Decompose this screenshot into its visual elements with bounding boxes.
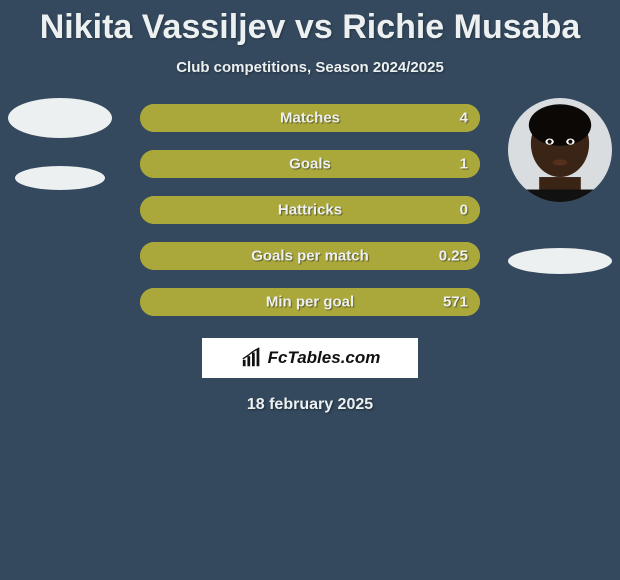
- player1-name: Nikita Vassiljev: [40, 8, 286, 46]
- publish-date: 18 february 2025: [0, 396, 620, 414]
- brand-chart-icon: [240, 347, 264, 369]
- stat-bar: Matches 4: [140, 104, 480, 132]
- stat-label: Matches: [280, 110, 340, 127]
- player2-name: Richie Musaba: [342, 8, 580, 46]
- left-player-column: [0, 98, 120, 190]
- stat-label: Goals per match: [251, 248, 369, 265]
- comparison-title: Nikita Vassiljev vs Richie Musaba: [0, 0, 620, 47]
- subtitle: Club competitions, Season 2024/2025: [0, 59, 620, 76]
- stat-bar: Goals 1: [140, 150, 480, 178]
- stat-label: Min per goal: [266, 294, 354, 311]
- stat-label: Goals: [289, 156, 331, 173]
- left-player-avatar-placeholder: [8, 98, 112, 138]
- stat-value: 571: [443, 294, 468, 311]
- right-player-column: [500, 98, 620, 274]
- brand-text: FcTables.com: [268, 348, 381, 368]
- comparison-area: Matches 4 Goals 1 Hattricks 0 Goals per …: [0, 104, 620, 316]
- right-player-avatar: [508, 98, 612, 202]
- avatar-face-icon: [508, 98, 612, 202]
- stat-value: 4: [460, 110, 468, 127]
- stat-value: 1: [460, 156, 468, 173]
- stat-value: 0: [460, 202, 468, 219]
- brand-badge[interactable]: FcTables.com: [202, 338, 418, 378]
- stat-bar: Min per goal 571: [140, 288, 480, 316]
- stat-bar: Hattricks 0: [140, 196, 480, 224]
- title-vs: vs: [295, 8, 333, 46]
- stat-label: Hattricks: [278, 202, 342, 219]
- stat-value: 0.25: [439, 248, 468, 265]
- right-player-flag: [508, 248, 612, 274]
- stat-bars: Matches 4 Goals 1 Hattricks 0 Goals per …: [140, 104, 480, 316]
- left-player-flag: [15, 166, 105, 190]
- stat-bar: Goals per match 0.25: [140, 242, 480, 270]
